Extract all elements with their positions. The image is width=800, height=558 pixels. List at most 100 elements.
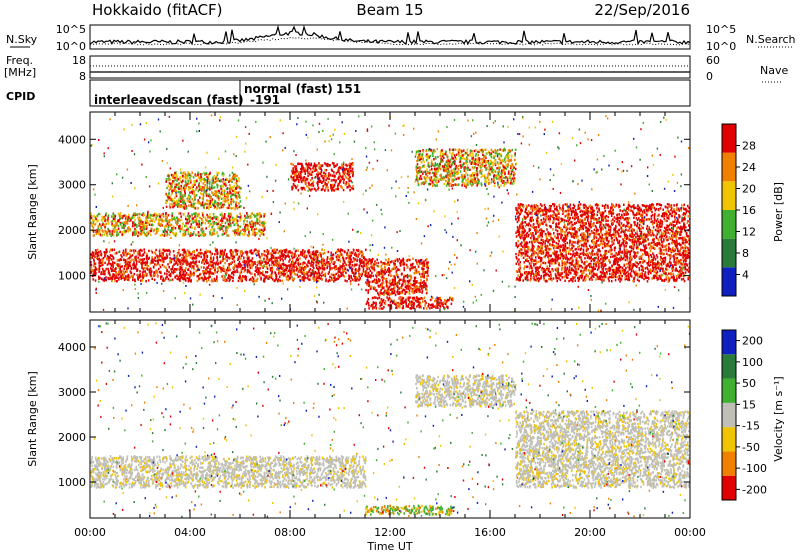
power-cell xyxy=(172,206,174,208)
power-cell xyxy=(375,302,377,304)
power-cell xyxy=(193,184,195,186)
power-cell xyxy=(127,258,129,260)
power-cell xyxy=(198,177,200,179)
power-cell xyxy=(239,277,241,279)
power-cell xyxy=(267,271,269,273)
power-cell xyxy=(182,274,184,276)
power-cell xyxy=(103,217,105,219)
power-cell xyxy=(176,258,178,260)
power-cell xyxy=(278,272,280,274)
power-cell xyxy=(232,230,234,232)
power-cell xyxy=(237,220,239,222)
power-cell xyxy=(222,230,224,232)
power-cell xyxy=(322,188,324,190)
power-cell xyxy=(169,225,171,227)
power-cell xyxy=(204,263,206,265)
power-cell xyxy=(430,183,432,185)
power-cell xyxy=(239,206,241,208)
power-cell xyxy=(300,263,302,265)
power-cell xyxy=(235,265,237,267)
power-cell xyxy=(204,184,206,186)
power-cell xyxy=(186,177,188,179)
power-cell xyxy=(403,260,405,262)
power-cell xyxy=(381,298,383,300)
power-cell xyxy=(400,264,402,266)
power-cell xyxy=(217,186,219,188)
power-cell xyxy=(211,185,213,187)
power-cell xyxy=(176,275,178,277)
power-cell xyxy=(510,182,512,184)
power-cell xyxy=(176,180,178,182)
power-cell xyxy=(184,207,186,209)
power-cell xyxy=(223,225,225,227)
power-cell xyxy=(102,262,104,264)
power-cell xyxy=(121,231,123,233)
power-cell xyxy=(425,171,427,173)
power-cell xyxy=(184,225,186,227)
power-cell xyxy=(415,272,417,274)
power-cell xyxy=(403,276,405,278)
power-cell xyxy=(157,275,159,277)
power-cell xyxy=(229,257,231,259)
power-cell xyxy=(323,180,325,182)
power-cell xyxy=(498,153,500,155)
power-cell xyxy=(123,215,125,217)
power-cell xyxy=(388,258,390,260)
power-cell xyxy=(97,219,99,221)
power-cell xyxy=(378,285,380,287)
power-cell xyxy=(344,279,346,281)
power-cell xyxy=(302,179,304,181)
power-cell xyxy=(218,172,220,174)
power-cell xyxy=(112,269,114,271)
power-cell xyxy=(217,271,219,273)
power-cell xyxy=(230,257,232,259)
power-cell xyxy=(223,269,225,271)
power-cell xyxy=(286,249,288,251)
power-cell xyxy=(418,265,420,267)
power-cell xyxy=(268,262,270,264)
power-cell xyxy=(171,215,173,217)
power-cell xyxy=(182,175,184,177)
power-cell xyxy=(327,189,329,191)
power-cell xyxy=(156,264,158,266)
power-cell xyxy=(323,175,325,177)
power-cell xyxy=(262,222,264,224)
power-cell xyxy=(138,231,140,233)
freq-left-tick-bottom: 8 xyxy=(79,70,86,83)
power-cell xyxy=(145,225,147,227)
power-cell xyxy=(207,250,209,252)
power-cell xyxy=(232,172,234,174)
power-cell xyxy=(304,250,306,252)
power-cell xyxy=(283,255,285,257)
power-cell xyxy=(416,280,418,282)
power-cell xyxy=(286,265,288,267)
power-cell xyxy=(417,263,419,265)
power-cell xyxy=(431,307,433,309)
power-cell xyxy=(348,255,350,257)
cpid-panel: CPID interleavedscan (fast) -191 normal … xyxy=(6,80,690,107)
power-cell xyxy=(146,264,148,266)
power-cell xyxy=(367,289,369,291)
power-cell xyxy=(196,249,198,251)
power-cell xyxy=(180,206,182,208)
power-cell xyxy=(371,274,373,276)
power-cell xyxy=(109,257,111,259)
power-cell xyxy=(247,266,249,268)
power-cell xyxy=(238,258,240,260)
station-title: Hokkaido (fitACF) xyxy=(92,1,223,19)
power-cell xyxy=(174,190,176,192)
power-cell xyxy=(342,175,344,177)
power-cell xyxy=(101,253,103,255)
power-cell xyxy=(379,296,381,298)
power-cell xyxy=(223,186,225,188)
power-cell xyxy=(215,205,217,207)
power-cell xyxy=(352,164,354,166)
power-cell xyxy=(322,265,324,267)
power-cell xyxy=(209,231,211,233)
power-cell xyxy=(142,231,144,233)
power-cell xyxy=(373,287,375,289)
power-cell xyxy=(343,182,345,184)
power-cell xyxy=(116,277,118,279)
power-cell xyxy=(101,271,103,273)
